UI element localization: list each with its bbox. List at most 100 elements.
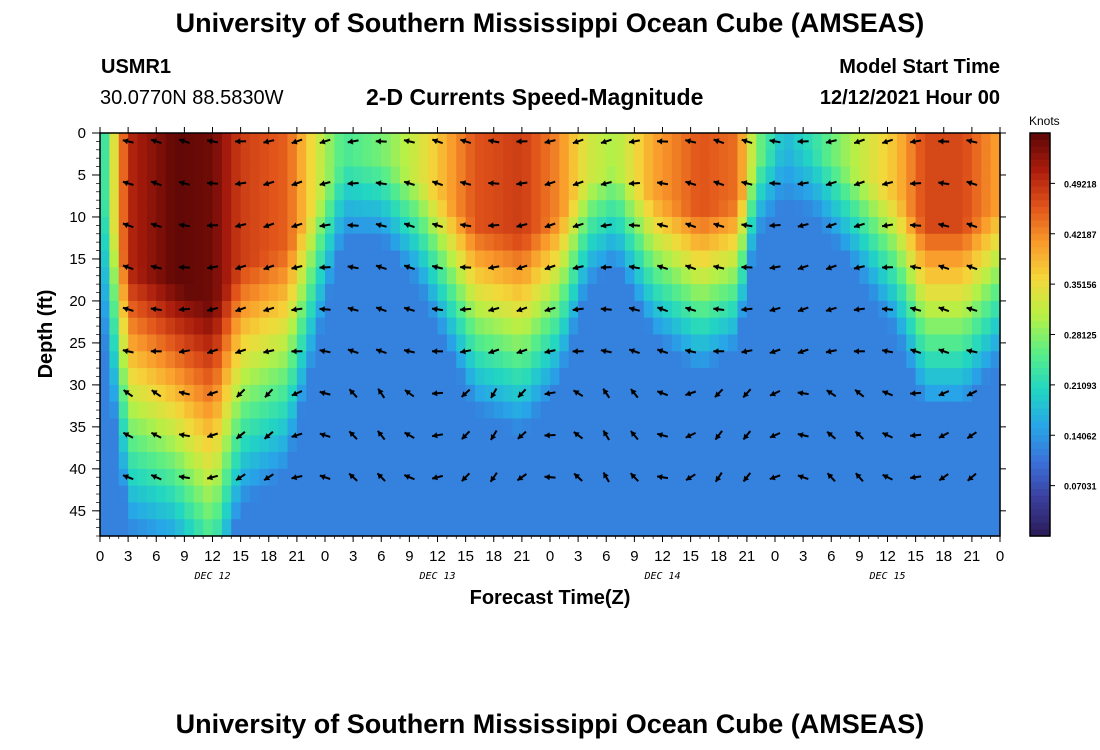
heat-cell xyxy=(850,502,860,520)
heat-cell xyxy=(803,368,814,386)
current-arrow xyxy=(150,431,162,439)
heat-cell xyxy=(118,384,129,403)
heat-cell xyxy=(596,149,607,168)
heat-cell xyxy=(868,317,879,336)
current-arrow xyxy=(628,306,640,313)
heat-cell xyxy=(446,200,457,218)
heat-cell xyxy=(615,166,626,184)
heat-cell xyxy=(493,401,504,420)
heat-cell xyxy=(559,200,570,218)
heat-cell xyxy=(643,435,654,453)
heat-cell xyxy=(137,133,148,151)
heat-cell xyxy=(709,519,720,537)
heat-cell xyxy=(493,384,504,403)
heat-cell xyxy=(746,267,757,285)
day-label: DEC 15 xyxy=(868,571,905,582)
heat-cell xyxy=(334,485,345,504)
heat-cell xyxy=(962,267,973,285)
heat-cell xyxy=(334,334,345,352)
heat-cell xyxy=(184,233,195,252)
heat-cell xyxy=(475,368,485,386)
current-arrow xyxy=(122,348,134,355)
heat-cell xyxy=(634,183,645,201)
current-arrow xyxy=(291,264,303,271)
heat-cell xyxy=(981,368,992,386)
heat-cell xyxy=(971,233,982,252)
heat-cell xyxy=(653,200,664,218)
current-arrow xyxy=(375,180,387,187)
heat-cell xyxy=(850,401,860,420)
current-arrow xyxy=(319,432,331,439)
heat-cell xyxy=(615,267,626,285)
heat-cell xyxy=(596,284,607,302)
heat-cell xyxy=(484,384,495,403)
current-arrow xyxy=(235,138,247,145)
heat-cell xyxy=(887,452,898,470)
heat-cell xyxy=(934,401,945,420)
heat-cell xyxy=(221,519,232,537)
heat-cell xyxy=(118,334,129,352)
current-arrow xyxy=(910,264,922,271)
colorbar-cell xyxy=(1030,300,1050,309)
heat-cell xyxy=(381,334,392,352)
heat-cell xyxy=(146,351,157,369)
heat-cell xyxy=(756,267,767,285)
heat-cell xyxy=(381,384,392,403)
heat-cell xyxy=(878,485,889,504)
heat-cell xyxy=(531,334,542,352)
heat-cell xyxy=(118,149,129,168)
heat-cell xyxy=(475,384,485,403)
heat-cell xyxy=(325,485,335,504)
heat-cell xyxy=(109,317,120,336)
current-arrow xyxy=(544,474,556,481)
heat-cell xyxy=(493,368,504,386)
heat-cell xyxy=(643,502,654,520)
heat-cell xyxy=(559,452,570,470)
current-arrow xyxy=(938,473,949,482)
heat-cell xyxy=(887,149,898,168)
heat-cell xyxy=(296,133,307,151)
heat-cell xyxy=(400,149,410,168)
heat-cell xyxy=(287,200,298,218)
heat-cell xyxy=(878,435,889,453)
heat-cell xyxy=(306,166,317,184)
heat-cell xyxy=(475,519,485,537)
current-arrow xyxy=(713,138,725,145)
heat-cell xyxy=(325,317,335,336)
heat-cell xyxy=(840,435,851,453)
heat-cell xyxy=(493,250,504,268)
heat-cell xyxy=(925,250,935,268)
heat-cell xyxy=(596,200,607,218)
heat-cell xyxy=(362,317,373,336)
heat-cell xyxy=(353,233,364,252)
heat-cell xyxy=(418,368,429,386)
heat-cell xyxy=(625,485,635,504)
heat-cell xyxy=(765,368,776,386)
heat-cell xyxy=(643,401,654,420)
current-arrow xyxy=(769,348,781,355)
heat-cell xyxy=(343,519,354,537)
heat-cell xyxy=(343,200,354,218)
heat-cell xyxy=(803,401,814,420)
heat-cell xyxy=(671,300,682,319)
heat-cell xyxy=(615,468,626,487)
current-arrow xyxy=(742,388,752,399)
heat-cell xyxy=(803,435,814,453)
heat-cell xyxy=(296,351,307,369)
heat-cell xyxy=(306,384,317,403)
heat-cell xyxy=(971,166,982,184)
heat-cell xyxy=(193,149,204,168)
heat-cell xyxy=(118,485,129,504)
heat-cell xyxy=(737,401,748,420)
heat-cell xyxy=(512,166,523,184)
heat-cell xyxy=(765,133,776,151)
heat-cell xyxy=(925,401,935,420)
heat-cell xyxy=(615,334,626,352)
heat-cell xyxy=(690,149,701,168)
heat-cell xyxy=(315,200,326,218)
heat-cell xyxy=(428,233,439,252)
heat-cell xyxy=(615,200,626,218)
heat-cell xyxy=(446,418,457,436)
heat-cell xyxy=(831,368,842,386)
heat-cell xyxy=(625,418,635,436)
